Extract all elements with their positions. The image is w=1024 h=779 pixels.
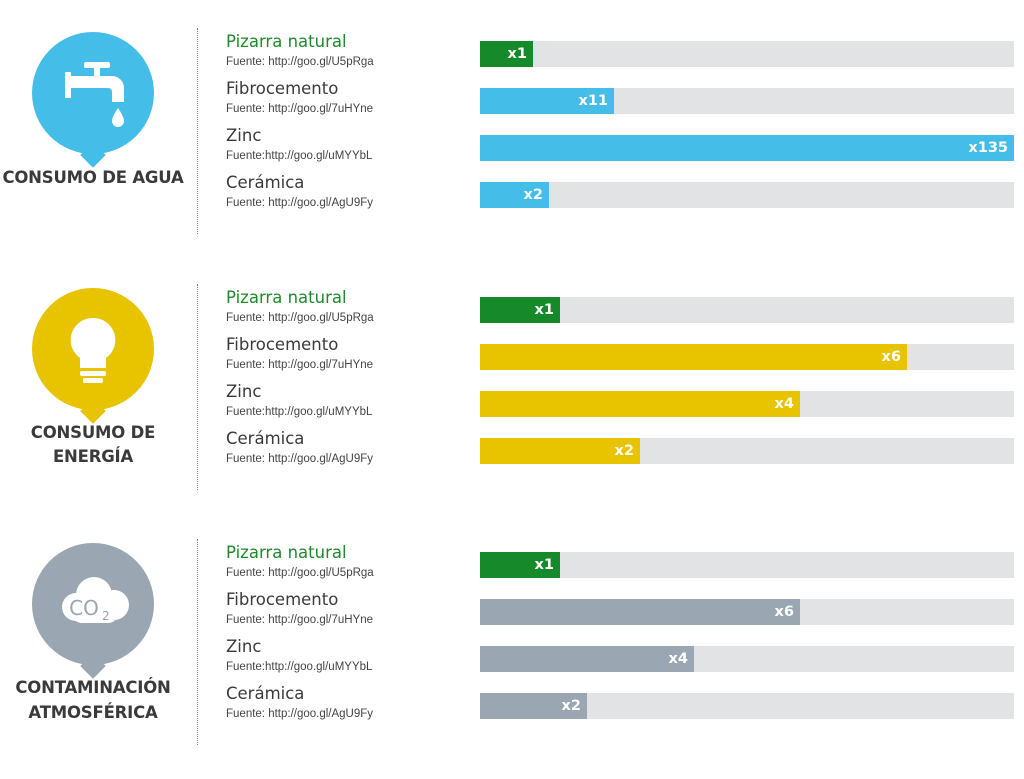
section-1: CONSUMO DE AGUA Pizarra natural Fuente: ht… xyxy=(0,28,1024,268)
bar-value-label: x11 xyxy=(578,93,608,109)
bar-value-label: x1 xyxy=(534,557,554,573)
category-badge xyxy=(32,288,154,424)
material-source: Fuente: http://goo.gl/AgU9Fy xyxy=(226,197,374,209)
bar-track: x2 xyxy=(480,438,1014,464)
section-divider xyxy=(197,28,198,234)
bar-fill: x135 xyxy=(480,135,1014,161)
material-item: Fibrocemento Fuente: http://goo.gl/7uHYne xyxy=(226,335,466,381)
material-source: Fuente: http://goo.gl/7uHYne xyxy=(226,614,374,626)
material-item: Cerámica Fuente: http://goo.gl/AgU9Fy xyxy=(226,684,466,730)
material-name: Fibrocemento xyxy=(226,590,339,609)
material-source: Fuente: http://goo.gl/U5pRga xyxy=(226,56,374,68)
bar-value-label: x1 xyxy=(534,302,554,318)
bar-track: x6 xyxy=(480,599,1014,625)
bar-fill: x4 xyxy=(480,646,694,672)
material-name: Pizarra natural xyxy=(226,543,347,562)
category-badge: CO 2 xyxy=(32,543,154,679)
bar-fill: x11 xyxy=(480,88,614,114)
bar-track: x2 xyxy=(480,693,1014,719)
section-3: CO 2 CONTAMINACIÓN ATMOSFÉRICA Pizarra natur… xyxy=(0,539,1024,779)
category-label: ATMOSFÉRICA xyxy=(28,703,158,722)
section-divider xyxy=(197,284,198,490)
bar-fill: x6 xyxy=(480,599,800,625)
bar-value-label: x1 xyxy=(507,46,527,62)
bar-value-label: x2 xyxy=(523,187,543,203)
material-name: Fibrocemento xyxy=(226,79,339,98)
bar-value-label: x4 xyxy=(774,396,794,412)
bar-value-label: x4 xyxy=(668,651,688,667)
bar-value-label: x6 xyxy=(774,604,794,620)
category-badge xyxy=(32,32,154,168)
material-source: Fuente: http://goo.gl/7uHYne xyxy=(226,359,374,371)
bar-value-label: x2 xyxy=(614,443,634,459)
bar-track: x135 xyxy=(480,135,1014,161)
co2-subscript: 2 xyxy=(102,609,110,623)
bar-track: x1 xyxy=(480,297,1014,323)
bar-fill: x2 xyxy=(480,182,549,208)
material-name: Zinc xyxy=(226,382,262,401)
material-name: Pizarra natural xyxy=(226,288,347,307)
faucet-icon xyxy=(65,62,124,127)
material-name: Zinc xyxy=(226,126,262,145)
bar-value-label: x135 xyxy=(968,140,1008,156)
category-label: CONSUMO DE ENERGÍA xyxy=(30,423,156,466)
material-name: Cerámica xyxy=(226,429,305,448)
material-item: Pizarra natural Fuente: http://goo.gl/U5p… xyxy=(226,32,466,78)
material-source: Fuente: http://goo.gl/7uHYne xyxy=(226,103,374,115)
material-name: Cerámica xyxy=(226,173,305,192)
badge-circle xyxy=(32,32,154,154)
material-source: Fuente: http://goo.gl/U5pRga xyxy=(226,567,374,579)
co2-text: CO xyxy=(69,596,99,620)
material-item: Zinc Fuente:http://goo.gl/uMYYbL xyxy=(226,126,466,172)
category-label: CONSUMO DE AGUA xyxy=(2,168,184,187)
bar-track: x4 xyxy=(480,391,1014,417)
bar-value-label: x6 xyxy=(881,349,901,365)
bar-fill: x4 xyxy=(480,391,800,417)
material-item: Cerámica Fuente: http://goo.gl/AgU9Fy xyxy=(226,173,466,219)
bar-track: x1 xyxy=(480,41,1014,67)
bar-track: x6 xyxy=(480,344,1014,370)
bar-track: x1 xyxy=(480,552,1014,578)
bar-track: x11 xyxy=(480,88,1014,114)
material-item: Pizarra natural Fuente: http://goo.gl/U5p… xyxy=(226,543,466,589)
material-item: Fibrocemento Fuente: http://goo.gl/7uHYne xyxy=(226,79,466,125)
category-label: CONTAMINACIÓN xyxy=(15,678,171,697)
material-source: Fuente:http://goo.gl/uMYYbL xyxy=(226,661,373,673)
material-name: Zinc xyxy=(226,637,262,656)
section-divider xyxy=(197,539,198,745)
material-source: Fuente: http://goo.gl/U5pRga xyxy=(226,312,374,324)
bar-fill: x2 xyxy=(480,693,587,719)
material-source: Fuente:http://goo.gl/uMYYbL xyxy=(226,406,373,418)
co2-cloud-icon: CO 2 xyxy=(62,577,129,623)
material-name: Pizarra natural xyxy=(226,32,347,51)
bar-fill: x6 xyxy=(480,344,907,370)
material-name: Cerámica xyxy=(226,684,305,703)
lightbulb-icon xyxy=(70,317,116,383)
material-name: Fibrocemento xyxy=(226,335,339,354)
bar-fill: x1 xyxy=(480,552,560,578)
material-item: Cerámica Fuente: http://goo.gl/AgU9Fy xyxy=(226,429,466,475)
material-source: Fuente: http://goo.gl/AgU9Fy xyxy=(226,708,374,720)
bar-track: x4 xyxy=(480,646,1014,672)
bar-fill: x1 xyxy=(480,297,560,323)
material-item: Zinc Fuente:http://goo.gl/uMYYbL xyxy=(226,637,466,683)
bar-fill: x1 xyxy=(480,41,533,67)
material-source: Fuente: http://goo.gl/AgU9Fy xyxy=(226,453,374,465)
material-item: Zinc Fuente:http://goo.gl/uMYYbL xyxy=(226,382,466,428)
bar-fill: x2 xyxy=(480,438,640,464)
material-item: Fibrocemento Fuente: http://goo.gl/7uHYne xyxy=(226,590,466,636)
bar-value-label: x2 xyxy=(561,698,581,714)
bar-track: x2 xyxy=(480,182,1014,208)
material-item: Pizarra natural Fuente: http://goo.gl/U5p… xyxy=(226,288,466,334)
material-source: Fuente:http://goo.gl/uMYYbL xyxy=(226,150,373,162)
section-2: CONSUMO DE ENERGÍA Pizarra natural Fuente:… xyxy=(0,284,1024,524)
